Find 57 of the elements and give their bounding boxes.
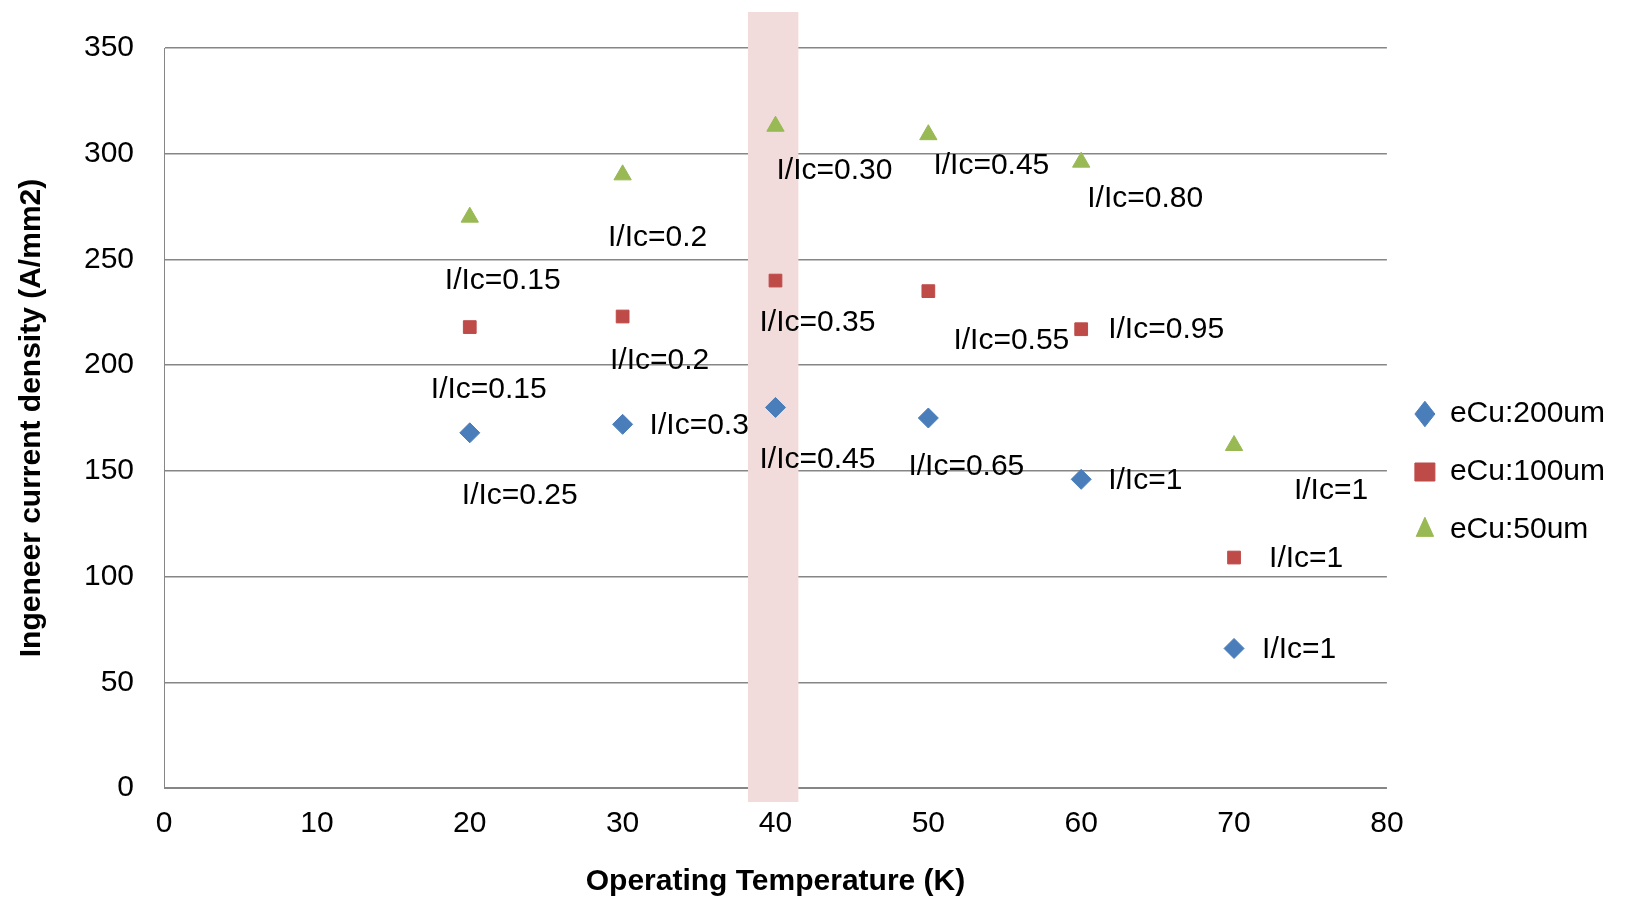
legend-label: eCu:50um: [1449, 511, 1589, 545]
point: [615, 309, 630, 324]
y-tick-label: 250: [83, 240, 135, 274]
y-tick-label: 200: [83, 346, 135, 380]
point: [462, 320, 477, 334]
annotation: I/Ic=0.65: [908, 448, 1025, 482]
point: [768, 273, 783, 288]
point: [919, 124, 938, 141]
point: [1070, 468, 1092, 490]
annotation: I/Ic=0.80: [1087, 180, 1204, 214]
y-tick-label: 300: [83, 134, 135, 168]
annotation: I/Ic=0.2: [610, 341, 710, 375]
x-tick-label: 60: [1064, 805, 1098, 839]
annotation: I/Ic=0.30: [776, 152, 893, 186]
point: [1227, 550, 1241, 565]
x-axis-title: Operating Temperature (K): [585, 863, 966, 897]
annotation: I/Ic=0.25: [461, 477, 578, 511]
annotation: I/Ic=0.45: [759, 440, 876, 474]
annotation: I/Ic=1: [1108, 461, 1183, 495]
point: [1223, 637, 1245, 659]
y-tick-label: 350: [83, 29, 135, 63]
point: [1072, 151, 1091, 168]
x-tick-label: 70: [1217, 805, 1251, 839]
x-tick-label: 10: [300, 805, 334, 839]
x-tick-label: 30: [605, 805, 640, 839]
annotation: I/Ic=0.45: [933, 146, 1050, 180]
y-tick-label: 50: [100, 663, 135, 697]
point: [460, 206, 479, 223]
y-axis-title: Ingeneer current density (A/mm2): [13, 178, 47, 658]
point: [459, 422, 481, 444]
annotation: I/Ic=0.15: [444, 262, 561, 296]
x-tick-label: 40: [758, 805, 793, 839]
point: [1074, 322, 1089, 337]
y-tick-label: 0: [117, 769, 135, 803]
annotation: I/Ic=0.35: [759, 303, 876, 337]
x-tick-label: 20: [453, 805, 487, 839]
annotation: I/Ic=0.3: [649, 406, 749, 440]
x-tick-label: 80: [1370, 805, 1404, 839]
legend-label: eCu:100um: [1449, 453, 1606, 487]
x-tick-label: 0: [155, 805, 173, 839]
point: [764, 396, 786, 418]
point: [921, 284, 936, 299]
x-tick-label: 50: [911, 805, 946, 839]
annotation: I/Ic=0.2: [608, 219, 708, 253]
annotation: I/Ic=0.95: [1108, 311, 1225, 345]
annotation: I/Ic=0.55: [953, 322, 1070, 356]
point: [917, 407, 939, 429]
annotation: I/Ic=0.15: [430, 371, 547, 405]
annotation: I/Ic=1: [1293, 471, 1369, 505]
legend-label: eCu:200um: [1449, 395, 1606, 429]
point: [766, 115, 785, 132]
point: [613, 164, 632, 181]
annotation: I/Ic=1: [1262, 630, 1337, 664]
y-tick-label: 100: [83, 557, 135, 591]
annotation: I/Ic=1: [1269, 539, 1344, 573]
y-tick-label: 150: [83, 452, 135, 486]
point: [612, 413, 634, 435]
